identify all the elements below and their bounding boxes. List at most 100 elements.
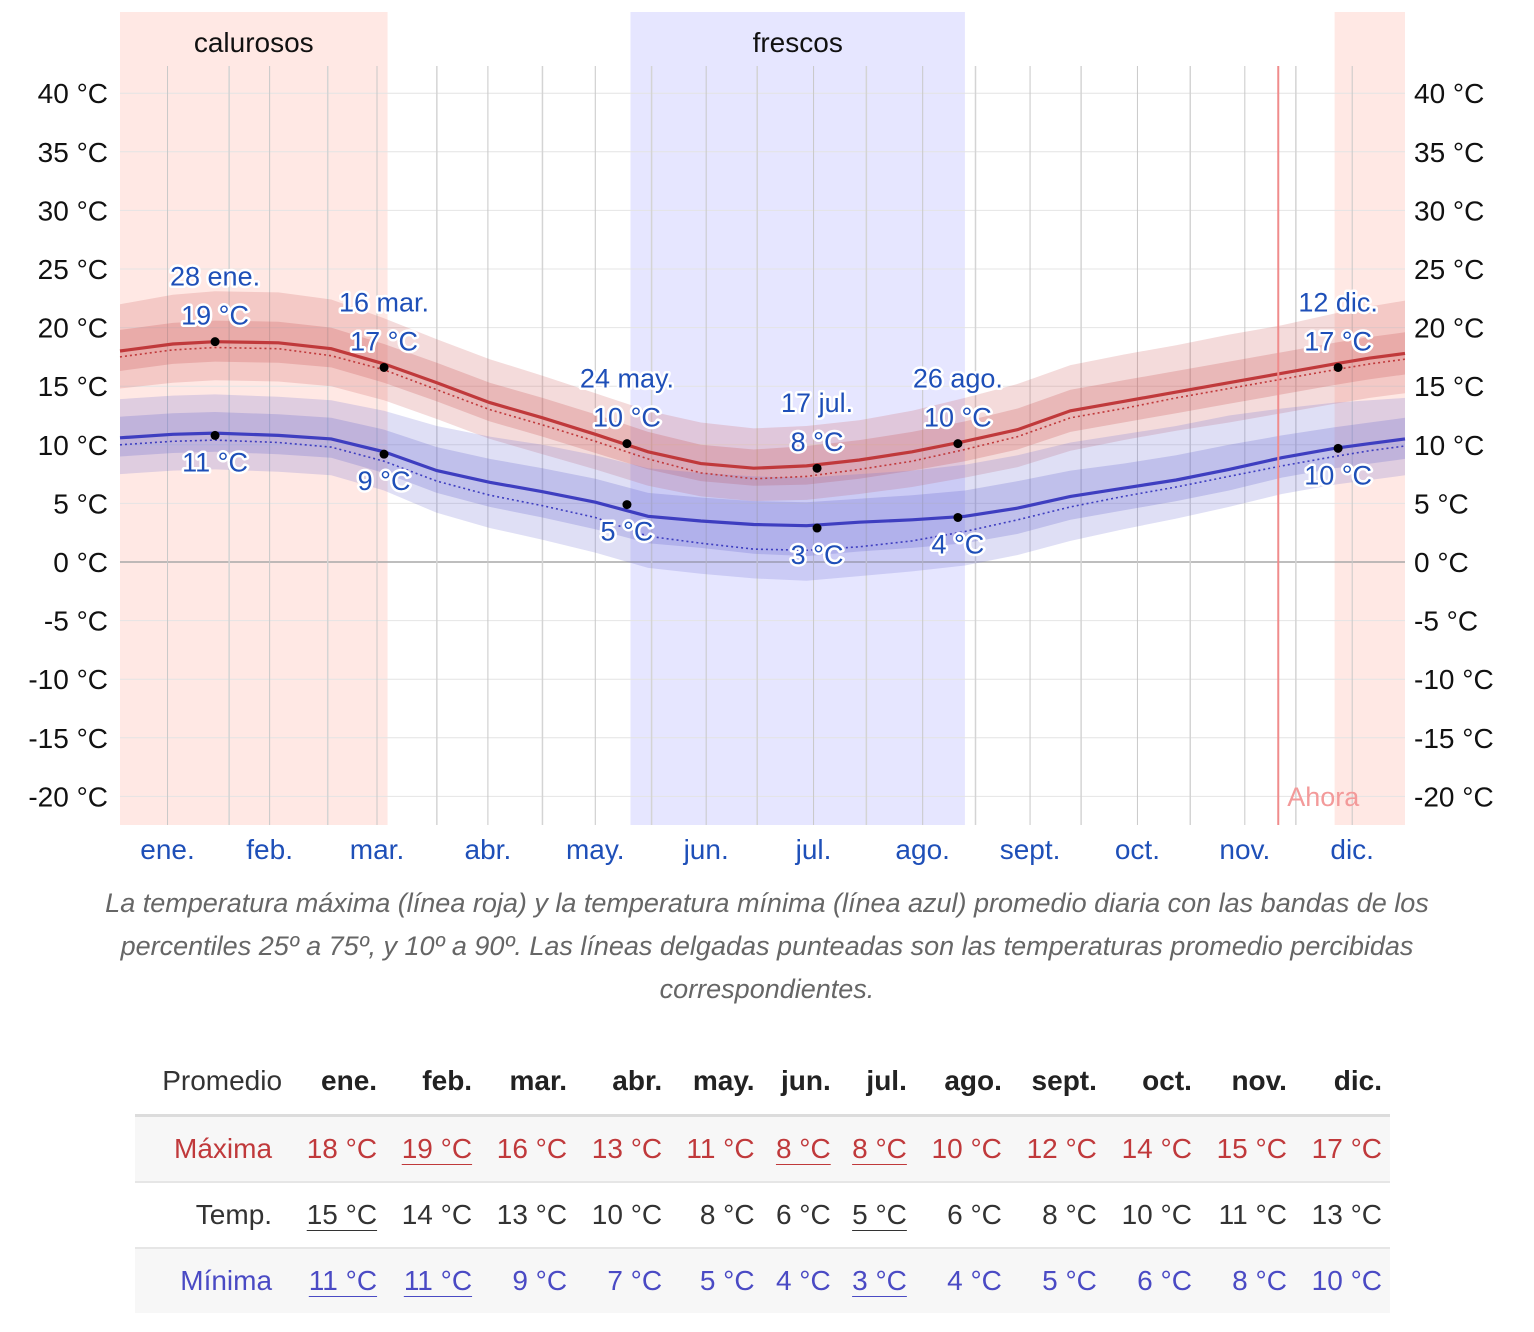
table-header-month: may. [692, 1065, 755, 1096]
y-tick-label-left: -5 °C [44, 606, 108, 637]
table-cell: 10 °C [1294, 1248, 1390, 1313]
annotation-date: 26 ago. [913, 364, 1003, 394]
table-row: Mínima 11 °C 11 °C 9 °C 7 °C 5 °C 4 °C 3 °C 4 °C… [135, 1248, 1390, 1313]
x-month-label: jul. [795, 834, 832, 865]
table-cell: 10 °C [591, 1199, 663, 1230]
table-cell: 9 °C [480, 1248, 576, 1313]
y-tick-label-right: -15 °C [1414, 723, 1494, 754]
low-band-p10-p90 [120, 394, 1405, 581]
y-tick-label-left: 20 °C [38, 313, 108, 344]
annotation-point [622, 439, 632, 449]
table-header-month: dic. [1333, 1065, 1382, 1096]
table-cell: 10 °C [1121, 1199, 1192, 1230]
x-month-label: jun. [683, 834, 729, 865]
annotation-date: 16 mar. [339, 287, 429, 317]
table-cell: 8 °C [838, 1115, 915, 1182]
x-month-label: ene. [140, 834, 195, 865]
table-header-month: ago. [944, 1065, 1002, 1096]
annotation-point [1333, 443, 1343, 453]
annotation-point [210, 430, 220, 440]
table-header-month: jun. [780, 1065, 831, 1096]
chart-caption: La temperatura máxima (línea roja) y la … [105, 888, 1429, 1004]
y-tick-label-left: 35 °C [38, 137, 108, 168]
annotation-temp: 10 °C [1304, 460, 1372, 490]
table-cell: 17 °C [1294, 1115, 1390, 1182]
table-cell: 11 °C [670, 1115, 763, 1182]
y-tick-label-right: 10 °C [1414, 430, 1484, 461]
annotation-point [379, 362, 389, 372]
season-label: frescos [753, 27, 843, 58]
monthly-averages-table: Promedio ene. feb. mar. abr. may. jun. jul. ago… [135, 1048, 1390, 1313]
y-tick-label-left: 5 °C [53, 488, 108, 519]
season-band [120, 12, 388, 825]
annotation-temp: 17 °C [1304, 326, 1372, 356]
y-tick-label-left: -15 °C [28, 723, 108, 754]
annotation-temp: 10 °C [924, 403, 992, 433]
table-row-label: Máxima [135, 1115, 291, 1182]
table-cell: 18 °C [290, 1115, 386, 1182]
annotation-temp: 19 °C [181, 301, 249, 331]
annotation-temp: 5 °C [601, 517, 654, 547]
y-tick-label-left: -20 °C [28, 781, 108, 812]
table-cell: 6 °C [947, 1199, 1002, 1230]
table-header-month: mar. [509, 1065, 568, 1096]
annotation-point [210, 337, 220, 347]
table-cell: 11 °C [385, 1248, 481, 1313]
annotation-point [953, 512, 963, 522]
annotation-date: 17 jul. [781, 388, 853, 418]
table-cell: 3 °C [838, 1248, 915, 1313]
y-tick-label-right: 0 °C [1414, 547, 1469, 578]
table-cell: 5 °C [1009, 1248, 1105, 1313]
high-feels-like-line [119, 346, 1406, 480]
table-row: Máxima 18 °C 19 °C 16 °C 13 °C 11 °C 8 °C 8 °C 1… [135, 1115, 1390, 1182]
table-cell-value: 11 °C [308, 1265, 378, 1296]
table-cell-value: 8 °C [852, 1133, 907, 1164]
table-cell: 10 °C [914, 1115, 1010, 1182]
x-month-label: dic. [1330, 834, 1374, 865]
annotation-point [812, 523, 822, 533]
annotation-date: 12 dic. [1298, 287, 1378, 317]
y-tick-label-right: 20 °C [1414, 313, 1484, 344]
x-month-label: may. [566, 834, 625, 865]
season-band [630, 12, 965, 825]
annotation-temp: 8 °C [791, 427, 844, 457]
table-cell-value: 11 °C [403, 1265, 473, 1296]
y-tick-label-right: -10 °C [1414, 664, 1494, 695]
table-cell: 5 °C [839, 1182, 915, 1248]
y-tick-label-left: 25 °C [38, 254, 108, 285]
table-header-month: sept. [1031, 1065, 1097, 1096]
table-header-month: feb. [422, 1065, 473, 1096]
x-month-label: nov. [1219, 834, 1270, 865]
table-cell: 7 °C [575, 1248, 671, 1313]
annotation-point [622, 500, 632, 510]
table-cell: 11 °C [290, 1248, 386, 1313]
table-cell: 14 °C [1104, 1115, 1200, 1182]
y-tick-label-left: 30 °C [38, 195, 108, 226]
annotation-point [953, 439, 963, 449]
table-cell-value: 8 °C [775, 1133, 831, 1164]
now-marker-label: Ahora [1287, 782, 1360, 812]
table-cell: 16 °C [480, 1115, 576, 1182]
table-cell: 6 °C [1104, 1248, 1200, 1313]
season-label: calurosos [194, 27, 314, 58]
y-tick-label-left: 15 °C [38, 371, 108, 402]
annotation-temp: 3 °C [791, 540, 844, 570]
y-tick-label-right: 15 °C [1414, 371, 1484, 402]
table-header-month: abr. [612, 1065, 663, 1096]
low-temperature-line [119, 431, 1406, 528]
table-cell-value: 19 °C [401, 1133, 473, 1164]
table-corner-label: Promedio [162, 1065, 283, 1096]
y-tick-label-right: 30 °C [1414, 195, 1484, 226]
table-cell-value: 3 °C [852, 1265, 907, 1296]
y-tick-label-left: 10 °C [38, 430, 108, 461]
table-cell: 14 °C [401, 1199, 473, 1230]
y-tick-label-right: 25 °C [1414, 254, 1484, 285]
annotation-point [812, 463, 822, 473]
x-month-label: abr. [465, 834, 512, 865]
table-cell: 4 °C [914, 1248, 1010, 1313]
table-cell: 8 °C [699, 1199, 755, 1230]
table-header-month: nov. [1231, 1065, 1287, 1096]
temperature-chart: calurosos frescos Ahora 28 ene. 19 °C 16 mar.… [28, 12, 1494, 865]
x-month-label: feb. [246, 834, 293, 865]
annotation-point [1333, 362, 1343, 372]
